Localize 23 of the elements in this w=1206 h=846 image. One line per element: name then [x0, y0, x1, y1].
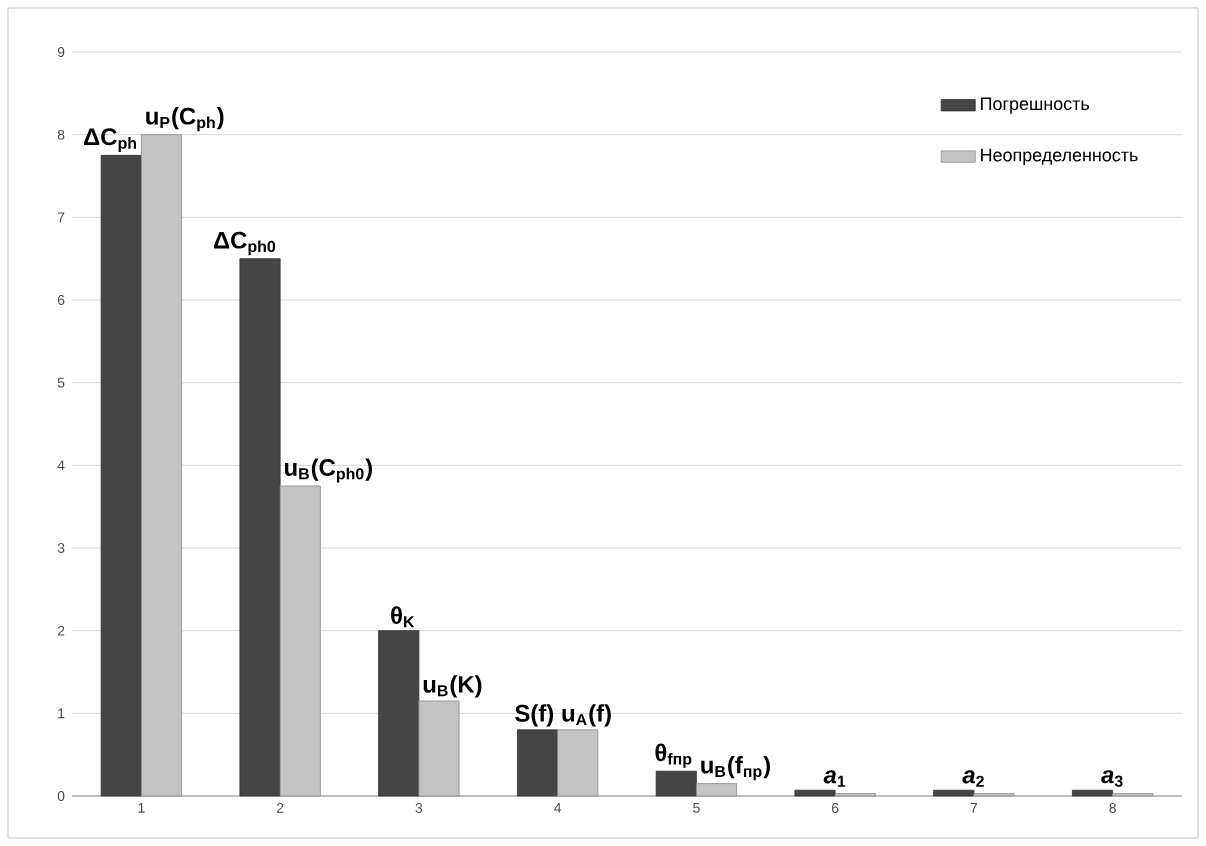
annotation: a$_{1}$	[823, 770, 846, 787]
bar	[239, 258, 281, 797]
bar	[1072, 789, 1114, 797]
annotation: u$_{B}$(C$_{ph0}$)	[285, 458, 372, 483]
annotation: S(f)	[515, 704, 554, 727]
annotation: θ$_{K}$	[391, 606, 415, 628]
annotation: u$_{A}$(f)	[562, 704, 611, 727]
bar	[933, 789, 975, 797]
legend-label: Неопределенность	[981, 148, 1138, 165]
annotation: u$_{P}$(C$_{ph}$)	[146, 107, 224, 132]
bar	[655, 770, 697, 797]
annotation: u$_{B}$(f$_{пр}$)	[701, 756, 770, 781]
annotation: u$_{B}$(K)	[423, 675, 482, 698]
annotation: ΔC$_{ph}$	[84, 128, 136, 152]
bar	[378, 630, 420, 797]
annotation: a$_{2}$	[962, 770, 984, 787]
bar	[100, 154, 142, 797]
bar	[794, 789, 836, 797]
annotation: θ$_{fпр}$	[655, 743, 692, 768]
annotation: ΔC$_{ph0}$	[213, 231, 276, 256]
legend-label: Погрешность	[981, 97, 1090, 114]
bar	[516, 729, 559, 797]
annotation: a$_{3}$	[1101, 770, 1123, 787]
